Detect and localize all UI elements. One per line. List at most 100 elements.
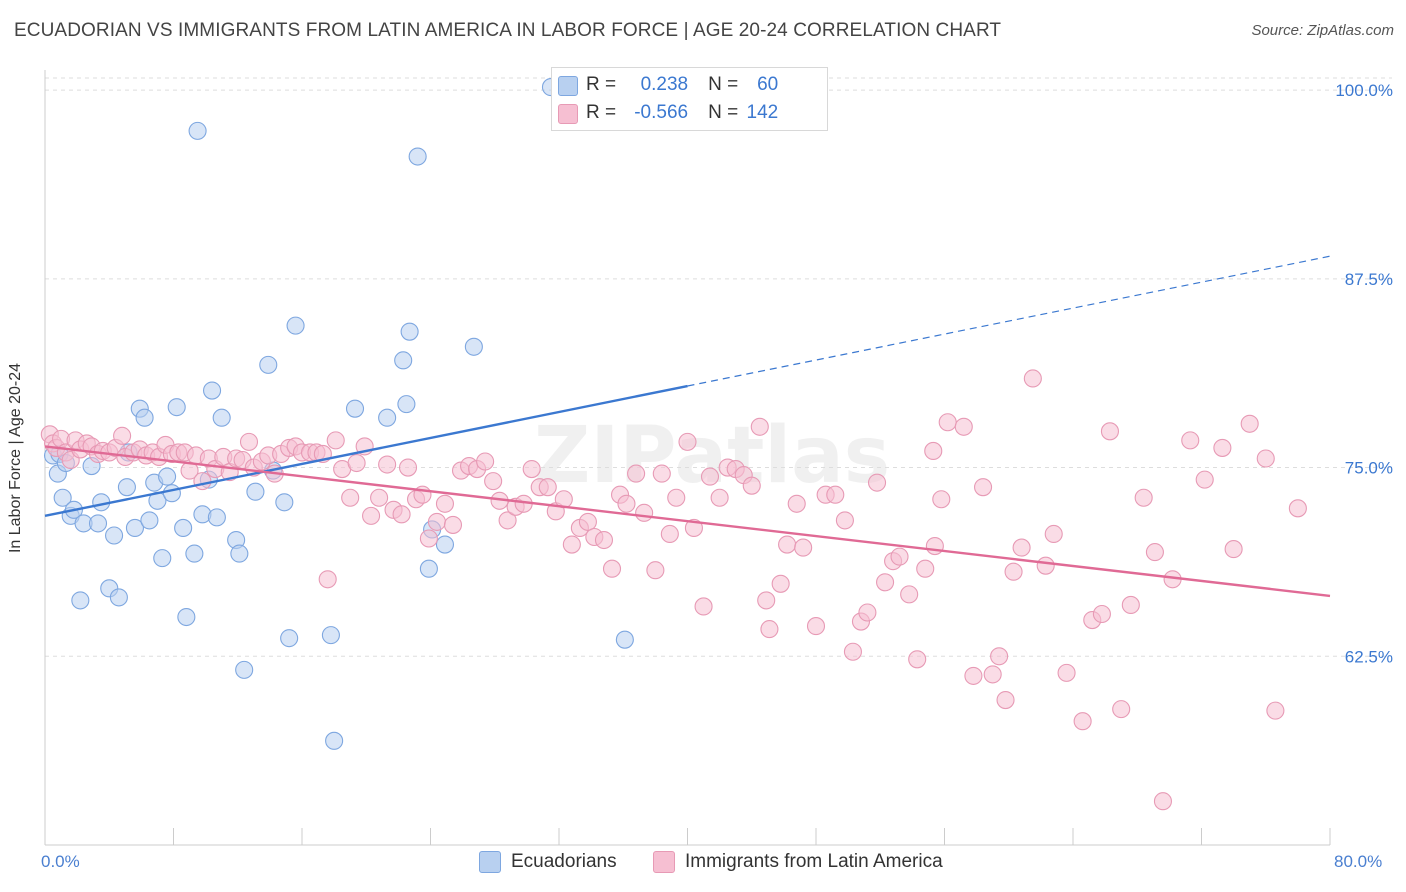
legend-swatch-pink xyxy=(558,104,578,124)
correlation-legend: R = 0.238 N = 60 R = -0.566 N = 142 xyxy=(551,67,828,131)
ecuadorian-point xyxy=(135,408,154,427)
immigrant-point xyxy=(362,506,381,525)
immigrant-point xyxy=(990,647,1009,666)
immigrant-point xyxy=(890,547,909,566)
immigrant-point xyxy=(392,505,411,524)
immigrant-point xyxy=(1224,540,1243,559)
immigrant-point xyxy=(1256,449,1275,468)
ecuadorian-point xyxy=(153,549,172,568)
ecuadorian-point xyxy=(400,322,419,341)
immigrant-point xyxy=(419,529,438,548)
legend-swatch-blue xyxy=(558,76,578,96)
immigrant-point xyxy=(684,518,703,537)
immigrant-point xyxy=(858,603,877,622)
immigrant-point xyxy=(742,476,761,495)
bottom-legend-swatch-blue xyxy=(479,851,501,873)
immigrant-point xyxy=(1044,524,1063,544)
immigrant-point xyxy=(1023,369,1042,388)
immigrant-point xyxy=(443,515,463,534)
legend-r-value: 0.238 xyxy=(640,74,689,95)
ecuadorian-point xyxy=(212,408,231,427)
ecuadorian-point xyxy=(207,508,226,527)
immigrant-point xyxy=(916,559,935,578)
immigrant-point xyxy=(318,570,337,589)
ecuadorian-point xyxy=(71,591,90,610)
ecuadorian-point xyxy=(280,629,299,648)
ecuadorian-point xyxy=(345,399,365,418)
immigrant-point xyxy=(694,597,713,616)
immigrant-point xyxy=(522,460,541,479)
ecuadorian-point xyxy=(325,731,344,750)
immigrant-point xyxy=(627,464,646,483)
immigrant-point xyxy=(113,426,132,445)
immigrant-point xyxy=(1100,422,1119,441)
immigrant-point xyxy=(1012,538,1031,557)
y-tick-label: 100.0% xyxy=(1335,81,1393,100)
ecuadorian-point xyxy=(88,514,108,533)
immigrant-point xyxy=(602,559,622,578)
immigrant-point xyxy=(996,691,1015,710)
immigrant-point xyxy=(476,452,495,471)
x-tick-label-end: 80.0% xyxy=(1334,852,1383,871)
legend-r-label: R = xyxy=(586,74,617,95)
immigrant-point xyxy=(347,453,366,473)
chart-title: ECUADORIAN VS IMMIGRANTS FROM LATIN AMER… xyxy=(14,20,1002,41)
immigrant-point xyxy=(1121,595,1140,614)
immigrant-point xyxy=(1092,604,1111,624)
immigrant-point xyxy=(1266,701,1285,720)
immigrant-point xyxy=(1145,543,1164,562)
immigrant-point xyxy=(924,441,943,460)
immigrant-point xyxy=(806,617,826,636)
immigrant-point xyxy=(1036,556,1055,575)
immigrant-point xyxy=(973,478,993,497)
ecuadorian-point xyxy=(321,626,340,645)
immigrant-point xyxy=(652,464,671,483)
ecuadorian-point xyxy=(286,316,305,335)
ecuadorian-point xyxy=(394,351,413,370)
watermark: ZIPatlas xyxy=(534,411,890,501)
ecuadorian-point xyxy=(419,559,438,578)
immigrant-point xyxy=(578,512,597,531)
legend-n-label: N = xyxy=(708,102,739,123)
immigrant-point xyxy=(1181,431,1200,450)
immigrant-point xyxy=(900,585,919,604)
immigrant-point xyxy=(1134,488,1153,507)
legend-n-value: 60 xyxy=(757,74,779,95)
immigrant-point xyxy=(787,494,806,513)
immigrant-point xyxy=(594,530,614,550)
legend-row-ecuadorians: R = 0.238 N = 60 xyxy=(558,72,779,98)
bottom-legend-swatch-pink xyxy=(653,851,675,873)
immigrant-point xyxy=(617,494,636,513)
bottom-legend-ecuadorians: Ecuadorians xyxy=(479,851,617,873)
ecuadorian-point xyxy=(105,526,124,545)
immigrant-point xyxy=(750,417,769,436)
immigrant-point xyxy=(794,538,813,557)
ecuadorian-point xyxy=(162,484,181,503)
immigrant-point xyxy=(778,535,797,554)
immigrant-point xyxy=(1004,562,1023,581)
immigrant-point xyxy=(710,488,729,507)
bottom-legend-label: Ecuadorians xyxy=(511,851,617,872)
legend-r-value: -0.566 xyxy=(634,102,689,123)
immigrant-point xyxy=(239,432,259,451)
immigrant-point xyxy=(646,561,665,580)
immigrant-point xyxy=(378,455,397,474)
bottom-legend-label: Immigrants from Latin America xyxy=(685,851,943,872)
immigrant-point xyxy=(660,524,679,544)
immigrant-point xyxy=(193,472,212,491)
legend-n-value: 142 xyxy=(746,102,779,123)
immigrant-point xyxy=(835,511,854,530)
ecuadorian-point xyxy=(259,355,278,374)
immigrant-point xyxy=(398,458,418,477)
immigrant-point xyxy=(876,573,895,592)
immigrant-point xyxy=(678,432,697,451)
ecuadorian-point xyxy=(275,493,294,512)
ecuadorian-trendline xyxy=(44,384,688,518)
immigrant-point xyxy=(1195,470,1214,489)
immigrant-point xyxy=(867,473,887,492)
y-tick-label: 75.0% xyxy=(1345,459,1393,478)
immigrant-point xyxy=(908,650,927,669)
legend-n-label: N = xyxy=(708,74,739,95)
y-tick-label: 87.5% xyxy=(1345,270,1393,289)
immigrant-point xyxy=(435,494,455,513)
